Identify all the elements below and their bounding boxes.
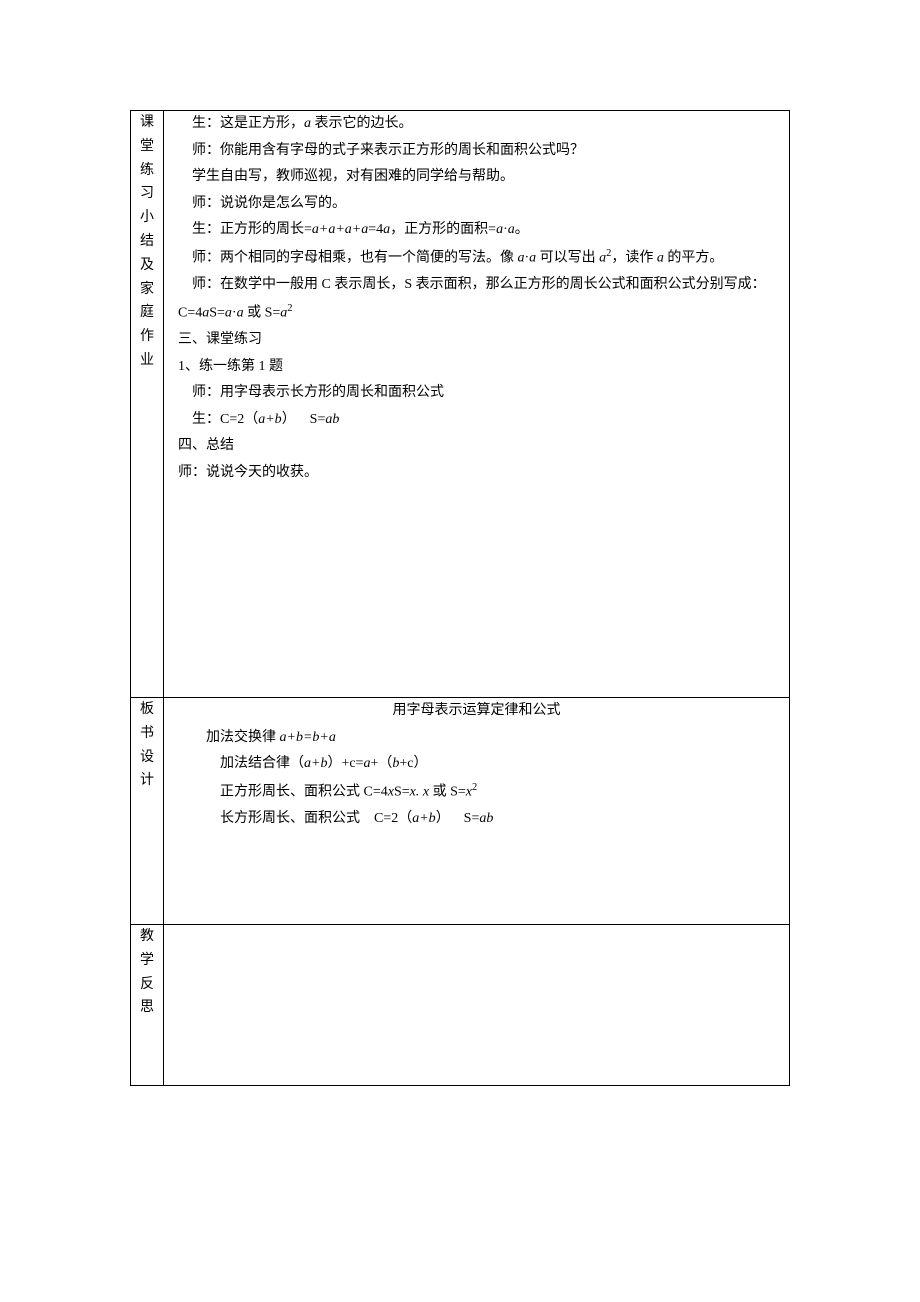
row-board-design: 板书设计 用字母表示运算定律和公式 加法交换律 a+b=b+a 加法结合律（a+… [131, 698, 790, 925]
t: ）+c= [327, 756, 363, 771]
expr: a+b [304, 756, 327, 771]
var-a: a [496, 222, 503, 237]
var-a: a [304, 116, 311, 131]
r1-line10: 1、练一练第 1 题 [164, 354, 789, 381]
row2-content: 用字母表示运算定律和公式 加法交换律 a+b=b+a 加法结合律（a+b）+c=… [164, 698, 790, 925]
t: C=4 [178, 305, 202, 320]
r1-line6: 师：两个相同的字母相乘，也有一个简便的写法。像 a·a 可以写出 a2，读作 a… [164, 244, 789, 272]
expr: ab [325, 412, 339, 427]
expr: a+b [258, 412, 281, 427]
t: 师：两个相同的字母相乘，也有一个简便的写法。像 [192, 251, 518, 266]
t: 加法结合律（ [220, 756, 304, 771]
row-practice-summary: 课堂练习小结及家庭作业 生：这是正方形，a 表示它的边长。 师：你能用含有字母的… [131, 111, 790, 698]
r1-line8: C=4aS=a·a 或 S=a2 [164, 299, 789, 327]
t: 生：正方形的周长= [192, 222, 312, 237]
r1-line5: 生：正方形的周长=a+a+a+a=4a，正方形的面积=a·a。 [164, 217, 789, 244]
row1-label-cell: 课堂练习小结及家庭作业 [131, 111, 164, 698]
var-a: a [225, 305, 232, 320]
r1-line1: 生：这是正方形，a 表示它的边长。 [164, 111, 789, 138]
var-a: a [518, 251, 525, 266]
r1-line11: 师：用字母表示长方形的周长和面积公式 [164, 380, 789, 407]
row-teaching-reflection: 教学反思 [131, 925, 790, 1086]
t: S= [394, 784, 410, 799]
sup: 2 [287, 303, 292, 314]
t: 加法交换律 [206, 730, 280, 745]
t: ） S= [436, 811, 480, 826]
t: 长方形周长、面积公式 C=2（ [220, 811, 412, 826]
row3-label-cell: 教学反思 [131, 925, 164, 1086]
expr: ab [479, 811, 493, 826]
r2-line1: 加法交换律 a+b=b+a [164, 725, 789, 752]
row3-content [164, 925, 790, 1086]
t: +（ [370, 756, 392, 771]
expr: a+b=b+a [280, 730, 336, 745]
t: ） S= [282, 412, 326, 427]
t: ，正方形的面积= [390, 222, 496, 237]
var-a: a [508, 222, 515, 237]
t: 或 S= [244, 305, 281, 320]
t: 生：这是正方形， [192, 116, 304, 131]
r2-line4: 长方形周长、面积公式 C=2（a+b） S=ab [164, 806, 789, 833]
t: 正方形周长、面积公式 C=4 [220, 784, 388, 799]
expr: x. x [410, 784, 429, 799]
row1-content: 生：这是正方形，a 表示它的边长。 师：你能用含有字母的式子来表示正方形的周长和… [164, 111, 790, 698]
row1-label: 课堂练习小结及家庭作业 [140, 111, 154, 373]
t: 表示它的边长。 [311, 116, 413, 131]
r2-title: 用字母表示运算定律和公式 [164, 698, 789, 725]
r1-line7: 师：在数学中一般用 C 表示周长，S 表示面积，那么正方形的周长公式和面积公式分… [164, 272, 789, 299]
expr: a+b [412, 811, 435, 826]
row3-label: 教学反思 [140, 925, 154, 1020]
expr: a+a+a+a [312, 222, 368, 237]
t: 的平方。 [664, 251, 724, 266]
page: 课堂练习小结及家庭作业 生：这是正方形，a 表示它的边长。 师：你能用含有字母的… [0, 0, 920, 1302]
t: 可以写出 [536, 251, 599, 266]
var-a: a [237, 305, 244, 320]
t: 或 S= [429, 784, 466, 799]
t: =4 [368, 222, 383, 237]
r1-line12: 生：C=2（a+b） S=ab [164, 407, 789, 434]
r1-line3: 学生自由写，教师巡视，对有困难的同学给与帮助。 [164, 164, 789, 191]
lesson-plan-table: 课堂练习小结及家庭作业 生：这是正方形，a 表示它的边长。 师：你能用含有字母的… [130, 110, 790, 1086]
var-a: a [657, 251, 664, 266]
r2-line2: 加法结合律（a+b）+c=a+（b+c） [164, 751, 789, 778]
r1-line4: 师：说说你是怎么写的。 [164, 191, 789, 218]
sup: 2 [472, 782, 477, 793]
r1-line14: 师：说说今天的收获。 [164, 460, 789, 487]
r2-line3: 正方形周长、面积公式 C=4xS=x. x 或 S=x2 [164, 778, 789, 806]
r1-line2: 师：你能用含有字母的式子来表示正方形的周长和面积公式吗？ [164, 138, 789, 165]
t: 生：C=2（ [192, 412, 258, 427]
t: ，读作 [611, 251, 657, 266]
r1-line13: 四、总结 [164, 433, 789, 460]
t: 。 [515, 222, 529, 237]
row2-label-cell: 板书设计 [131, 698, 164, 925]
t: S= [209, 305, 225, 320]
row2-label: 板书设计 [140, 698, 154, 793]
r1-line9: 三、课堂练习 [164, 327, 789, 354]
t: +c） [399, 756, 427, 771]
